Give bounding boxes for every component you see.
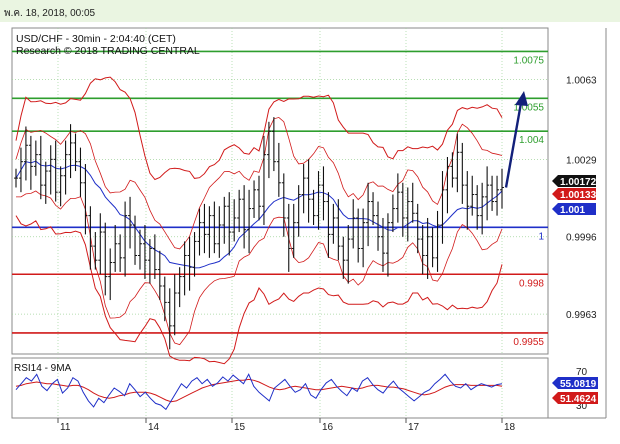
- price-tag: [552, 188, 596, 200]
- rsi-panel-frame: [11, 357, 549, 419]
- y-tick-label: 1.0029: [566, 155, 597, 166]
- level-label: 1.0075: [513, 55, 544, 66]
- price-tag-label: 1.001: [560, 205, 585, 216]
- forecast-arrow-line: [504, 102, 523, 188]
- datetime-label: พ.ค. 18, 2018, 00:05: [4, 8, 96, 19]
- inner-band-upper-line: [15, 116, 503, 250]
- chart-subtitle: Research © 2018 TRADING CENTRAL: [16, 45, 200, 57]
- rsi-tick-label: 70: [576, 367, 588, 378]
- inner-band-lower-line: [16, 190, 503, 346]
- level-label: 1.004: [519, 135, 544, 146]
- rsi-label: RSI14 - 9MA: [14, 363, 72, 374]
- level-label: 0.9955: [513, 337, 544, 348]
- level-label: 1: [538, 231, 544, 242]
- x-tick-label: 18: [504, 422, 516, 433]
- y-tick-label: 1.0063: [566, 76, 597, 87]
- x-tick-label: 11: [60, 422, 71, 433]
- rsi-value-tag-label: 55.0819: [560, 379, 597, 390]
- rsi-value-tag: [552, 392, 598, 404]
- forecast-arrow-head: [515, 91, 528, 106]
- date-header: พ.ค. 18, 2018, 00:05: [0, 0, 620, 22]
- rsi-value-tag-label: 51.4624: [560, 394, 597, 405]
- rsi-value-tag: [552, 377, 598, 389]
- rsi-ma-line: [15, 378, 503, 403]
- price-tag-label: 1.00133: [560, 190, 597, 201]
- rsi-line: [15, 373, 503, 411]
- bollinger-upper-line: [15, 76, 503, 181]
- y-tick-label: 0.9996: [566, 233, 597, 244]
- level-label: 1.0055: [513, 102, 544, 113]
- price-tag: [552, 175, 596, 187]
- rsi-tick-label: 30: [576, 401, 588, 412]
- level-label: 0.998: [519, 278, 544, 289]
- x-tick-label: 14: [148, 422, 160, 433]
- chart-title: USD/CHF - 30min - 2:04:40 (CET): [16, 33, 176, 45]
- bollinger-lower-line: [15, 215, 503, 365]
- y-tick-label: 0.9963: [566, 310, 597, 321]
- price-tag: [552, 203, 596, 215]
- price-tag-label: 1.00172: [560, 177, 597, 188]
- x-tick-label: 15: [234, 422, 246, 433]
- x-tick-label: 17: [408, 422, 420, 433]
- x-tick-label: 16: [322, 422, 334, 433]
